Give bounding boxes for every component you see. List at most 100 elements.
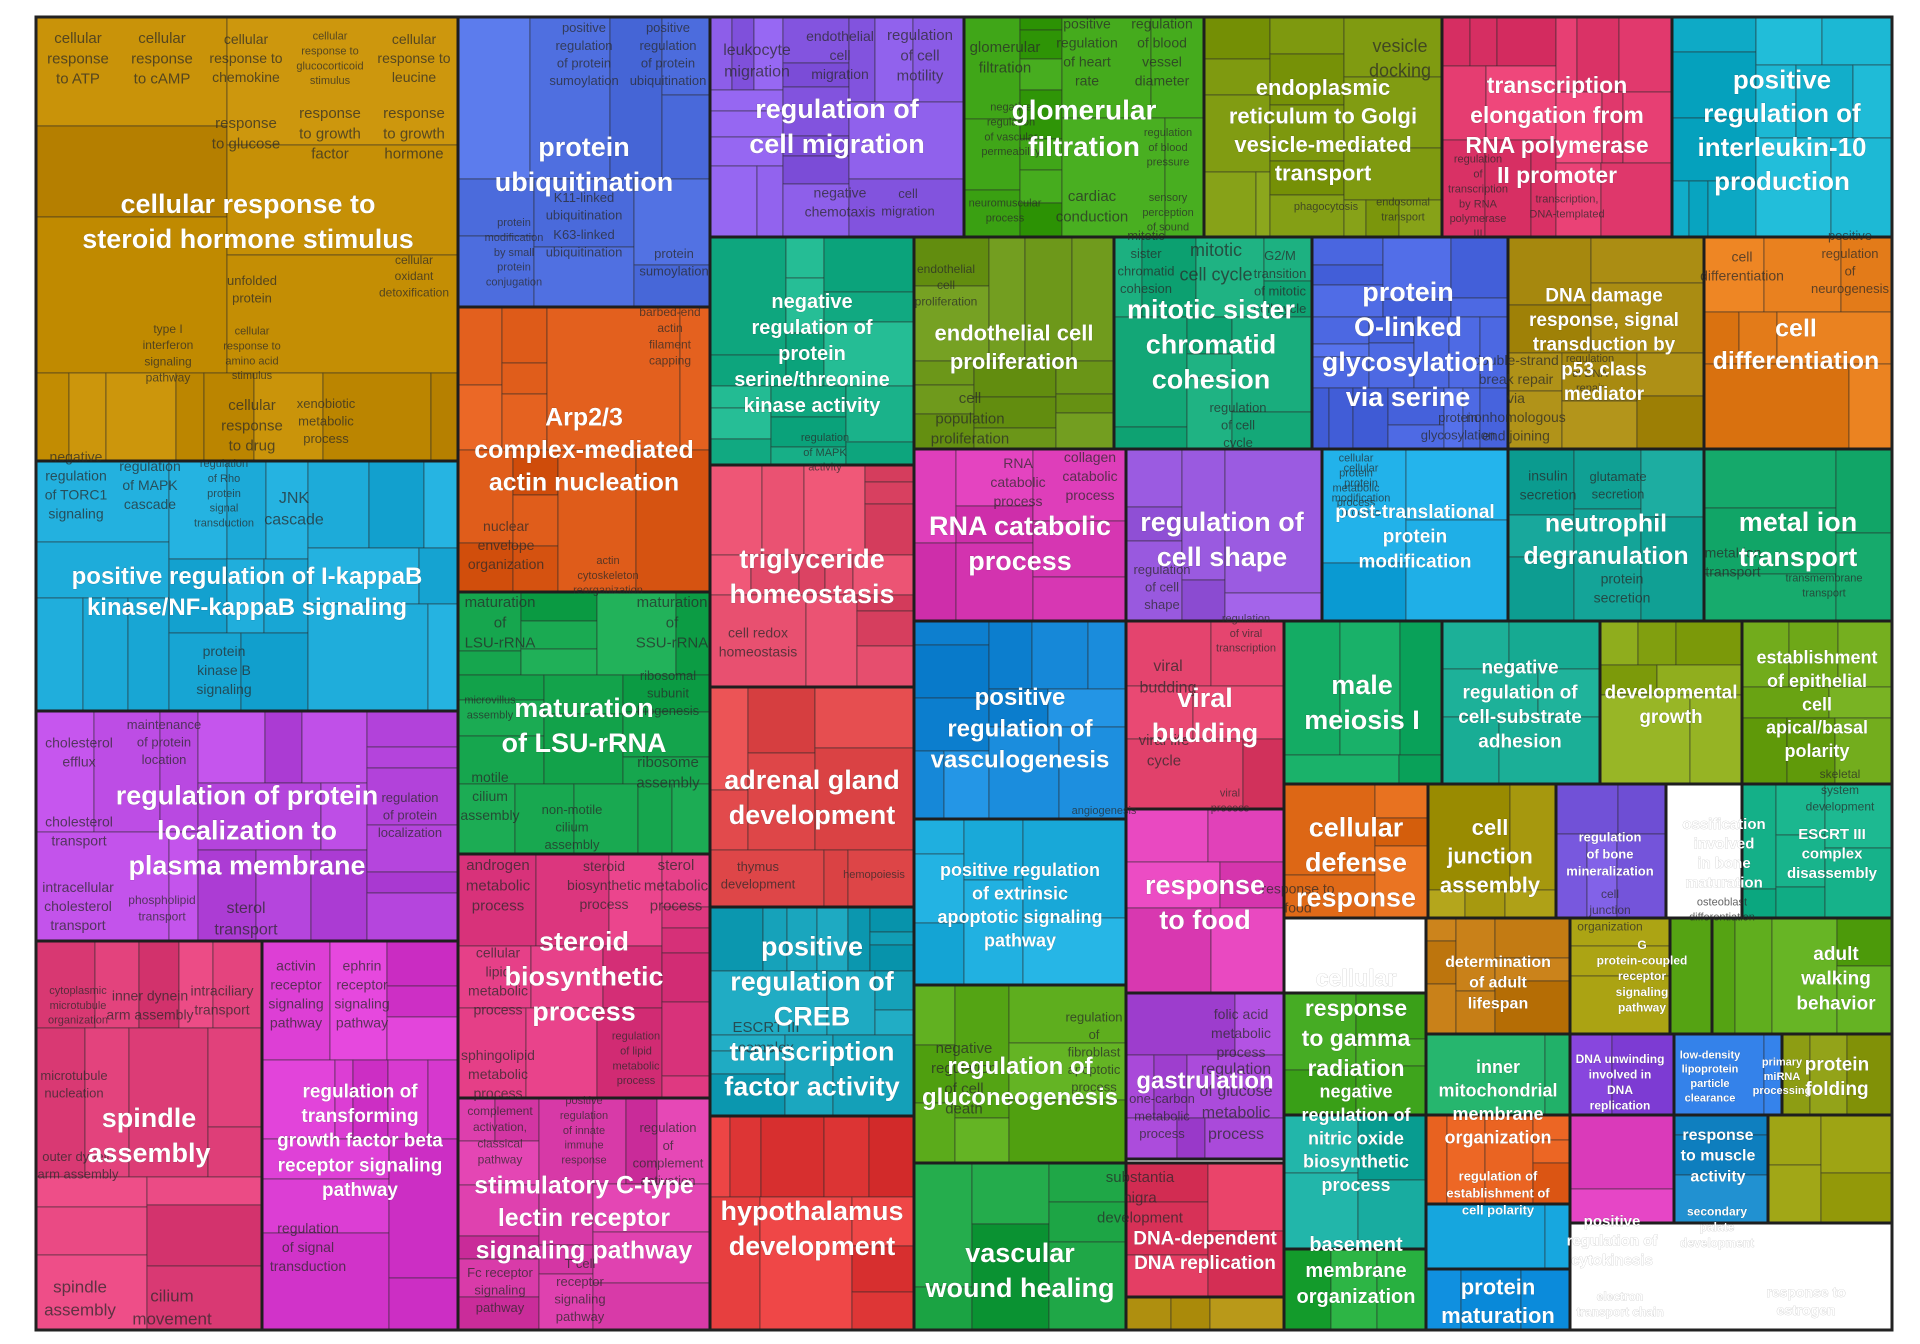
term-cell-hypothalamus-development	[913, 1162, 973, 1288]
term-cell-cellular-response-to-steroid-hormone-stimulus	[35, 16, 228, 127]
group-label-secondary-palate-development: secondary palate development	[1680, 1205, 1754, 1250]
sub-term-label: intraciliary transport	[190, 982, 253, 1017]
sub-term-label: positive regulation of heart rate	[1056, 16, 1118, 89]
group-label-positive-regulation-of-vasculogenesis: positive regulation of vasculogenesis	[931, 684, 1110, 773]
term-cell-rna-catabolic-process	[1032, 448, 1127, 522]
term-cell-response-to-muscle-activity	[1569, 1188, 1675, 1224]
term-cell-maturation-of-lsu-rrna	[622, 756, 711, 785]
sub-term-label: osteoblast differentiation	[1689, 896, 1755, 923]
term-cell-ossification-involved-in-bone-maturation	[1824, 783, 1893, 849]
term-cell-rna-catabolic-process	[955, 542, 1034, 622]
term-cell-developmental-growth	[1689, 694, 1743, 785]
term-cell-positive-regulation-of-interleukin-10-production	[1755, 64, 1797, 139]
term-cell-protein-ubiquitination	[457, 16, 531, 180]
sub-term-label: viral life cycle	[1139, 732, 1190, 769]
term-cell-dna-dependent-dna-replication	[1125, 1296, 1172, 1331]
sub-term-label: T cell receptor signaling pathway	[554, 1256, 605, 1324]
term-cell-regulation-of-transforming-growth-factor-beta-re	[388, 1138, 459, 1279]
term-cell-steroid-biosynthetic-process	[457, 853, 537, 947]
term-cell-response-to-food	[1125, 808, 1209, 863]
group-label-regulation-of-establishment-of-cell-polarity: regulation of establishment of cell polari…	[1446, 1169, 1550, 1218]
sub-term-label: transcription, DNA-templated	[1529, 193, 1604, 220]
term-cell-dna-damage-response-signal-transduction-by-p53-c	[1590, 236, 1705, 284]
term-cell-metal-ion-transport	[1835, 532, 1893, 622]
sub-term-label: K63-linked ubiquitination	[546, 227, 623, 260]
term-cell-maturation-of-lsu-rrna	[637, 783, 673, 855]
sub-term-label: regulation of signal transduction	[270, 1220, 346, 1274]
term-cell-protein-ubiquitination	[609, 16, 663, 180]
sub-term-label: protein modification by small protein conjug…	[485, 217, 544, 288]
term-cell-g-protein-coupled-receptor-signaling-pathway	[1836, 917, 1893, 967]
term-cell-escrt-iii-complex-disassembly	[1008, 1042, 1127, 1101]
term-cell-positive-regulation-of-extrinsic-apoptotic-signa	[913, 922, 965, 986]
term-cell-positive-regulation-of-interleukin-10-production	[1671, 16, 1757, 53]
term-cell-adrenal-gland-development	[847, 849, 915, 908]
term-cell-spindle-assembly	[35, 940, 96, 1029]
group-label-gastrulation: gastrulation	[1136, 1067, 1273, 1094]
term-cell-positive-regulation-of-i-kappab-kinase-nf-kappab	[127, 597, 170, 712]
group-label-protein-maturation: protein maturation	[1441, 1274, 1555, 1328]
group-label-electron-transport-chain: electron transport chain	[1576, 1289, 1663, 1319]
term-cell-regulation-of-transforming-growth-factor-beta-re	[387, 1059, 429, 1140]
term-cell-maturation-of-lsu-rrna	[457, 650, 522, 676]
term-cell-positive-regulation-of-cytokinesis	[1673, 1134, 1769, 1176]
sub-term-label: cardiac conduction	[1056, 188, 1129, 225]
term-cell-stimulatory-c-type-lectin-receptor-signaling-pat	[656, 1097, 711, 1185]
group-label-inner-mitochondrial-membrane-organization: inner mitochondrial membrane organization	[1438, 1057, 1557, 1147]
term-cell-regulation-of-cell-shape	[1125, 540, 1183, 622]
sub-term-label: cholesterol transport	[45, 813, 113, 848]
term-cell-positive-regulation-of-vasculogenesis	[913, 620, 990, 646]
term-cell-regulation-of-transforming-growth-factor-beta-re	[261, 1059, 336, 1140]
term-cell-negative-regulation-of-protein-serine-threonine-	[823, 321, 915, 387]
group-label-post-translational-protein-modification: post-translational protein modification	[1335, 502, 1494, 572]
term-cell-endothelial-cell-proliferation	[1071, 236, 1115, 362]
term-cell-adult-walking-behavior	[851, 1245, 915, 1293]
term-cell-regulation-of-protein-localization-to-plasma-mem	[301, 710, 368, 784]
term-cell-primary-mirna-processing	[1425, 1203, 1546, 1270]
group-tile-low-density-lipoprotein-particle-clearance	[1424, 1032, 1572, 1117]
term-cell-endothelial-cell-proliferation	[973, 360, 1057, 398]
term-cell-protein-folding	[1460, 1268, 1522, 1331]
term-cell-viral-budding	[1210, 620, 1285, 687]
term-cell-protein-o-linked-glycosylation-via-serine	[1413, 316, 1450, 389]
group-label-low-density-lipoprotein-particle-clearance: low-density lipoprotein particle clearance	[1680, 1049, 1741, 1104]
sub-term-label: response to growth hormone	[383, 105, 445, 163]
group-label-regulation-of-transforming-growth-factor-beta-re: regulation of transforming growth factor b…	[277, 1081, 443, 1201]
sub-term-label: substantia nigra development	[1097, 1169, 1184, 1227]
term-cell-mitotic-sister-chromatid-cohesion	[1113, 426, 1188, 450]
term-cell-dna-damage-response-signal-transduction-by-p53-c	[1561, 400, 1638, 450]
group-label-protein-folding: protein folding	[1805, 1054, 1869, 1100]
term-cell-positive-regulation-of-interleukin-10-production	[1821, 16, 1893, 66]
term-cell-steroid-biosynthetic-process	[661, 952, 711, 1003]
term-cell-adrenal-gland-development	[709, 789, 749, 851]
term-cell-triglyceride-homeostasis	[852, 554, 915, 596]
term-cell-regulation-of-cell-migration	[782, 62, 850, 88]
term-cell-male-meiosis-i	[1398, 754, 1443, 785]
term-cell-gastrulation	[1355, 1038, 1427, 1067]
sub-term-label: glutamate secretion	[1589, 469, 1646, 502]
term-cell-cellular-response-to-steroid-hormone-stimulus	[105, 372, 177, 462]
tiles-layer	[35, 16, 1893, 1331]
term-cell-endothelial-cell-proliferation	[1055, 360, 1115, 395]
term-cell-spindle-assembly	[35, 1176, 148, 1208]
term-cell-positive-regulation-of-interleukin-10-production	[1755, 137, 1832, 238]
term-cell-arp2-3-complex-mediated-actin-nucleation	[501, 362, 548, 395]
sub-term-label: spindle assembly	[44, 1277, 116, 1319]
term-cell-negative-regulation-of-protein-serine-threonine-	[845, 385, 915, 443]
term-cell-post-translational-protein-modification	[1321, 562, 1407, 622]
sub-term-label: steroid biosynthetic process	[567, 858, 641, 912]
term-cell-triglyceride-homeostasis	[750, 554, 800, 596]
term-cell-stimulatory-c-type-lectin-receptor-signaling-pat	[592, 1097, 627, 1185]
term-cell-regulation-of-gluconeogenesis	[1186, 1054, 1285, 1119]
group-label-protein-ubiquitination: protein ubiquitination	[495, 132, 673, 197]
sub-term-label: cellular protein modification process	[1332, 463, 1391, 520]
sub-term-label: regulation of Rho protein signal transductio…	[194, 458, 254, 529]
sub-term-label: response to growth factor	[299, 105, 361, 163]
group-label-steroid-biosynthetic-process: steroid biosynthetic process	[504, 926, 663, 1026]
term-cell-triglyceride-homeostasis	[803, 464, 866, 556]
sub-term-label: positive regulation of neurogenesis	[1811, 228, 1890, 296]
term-cell-arp2-3-complex-mediated-actin-nucleation	[457, 542, 514, 593]
term-cell-steroid-biosynthetic-process	[535, 853, 610, 947]
sub-term-label: neuromuscular process	[969, 197, 1042, 224]
